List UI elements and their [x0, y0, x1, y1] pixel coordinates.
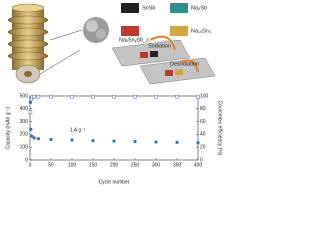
- y-tick-label: 0: [25, 157, 28, 163]
- ce-point: [70, 94, 74, 99]
- ce-point: [36, 94, 41, 99]
- y2-axis-label: Coulombic efficiency (%): [217, 101, 223, 156]
- capacity-point: [49, 137, 53, 142]
- capacity-point: [29, 127, 33, 131]
- ce-point: [175, 94, 179, 99]
- x-tick-label: 350: [173, 162, 182, 168]
- capacity-point: [133, 139, 137, 144]
- plot-frame: [29, 95, 199, 161]
- x-tick-label: 250: [131, 162, 140, 168]
- ce-point: [32, 94, 36, 99]
- y-axis-label: Capacity (mAh g⁻¹): [5, 106, 11, 149]
- graphical-abstract: SnSb Na₃Sb NaₓSnᵧSb_z Na₁₅Sn₄ Sodiation …: [5, 3, 223, 185]
- x-tick-label: 200: [110, 162, 119, 168]
- capacity-point: [70, 138, 74, 142]
- phase-legend: [121, 3, 188, 36]
- process-label: Sodiation: [148, 43, 171, 49]
- y-tick-label: 200: [20, 132, 29, 138]
- legend-label: SnSb: [142, 5, 155, 11]
- capacity-point: [28, 100, 33, 104]
- ce-point: [154, 94, 158, 99]
- capacity-point: [36, 137, 41, 141]
- x-tick-label: 400: [194, 162, 203, 168]
- ce-point: [91, 94, 95, 99]
- ce-point: [49, 94, 53, 99]
- y2-tick-label: 60: [200, 119, 206, 125]
- capacity-point: [154, 140, 158, 144]
- legend-label: Na₃Sb: [191, 5, 207, 11]
- x-tick-label: 100: [68, 162, 77, 168]
- x-tick-label: 50: [48, 162, 54, 168]
- y2-tick-label: 40: [200, 132, 206, 138]
- y-tick-label: 100: [20, 145, 29, 151]
- y-tick-label: 300: [20, 119, 29, 125]
- x-tick-label: 300: [152, 162, 161, 168]
- x-axis-label: Cycle number: [99, 179, 130, 185]
- capacity-point: [112, 139, 116, 143]
- y-tick-label: 500: [20, 93, 29, 99]
- capacity-point: [175, 140, 179, 144]
- y2-tick-label: 0: [200, 157, 203, 163]
- capacity-point: [32, 136, 36, 140]
- legend-label: NaₓSnᵧSb_z: [119, 37, 149, 43]
- electrode-sheets: [111, 35, 216, 85]
- ce-point: [28, 110, 33, 114]
- y-tick-label: 400: [20, 106, 29, 112]
- x-tick-label: 150: [89, 162, 98, 168]
- ce-point: [112, 94, 116, 99]
- process-label: Desodiation: [170, 61, 199, 67]
- y2-tick-label: 20: [200, 145, 206, 151]
- y2-tick-label: 80: [200, 106, 206, 112]
- ce-point: [196, 94, 200, 99]
- particle: [83, 17, 109, 43]
- y2-tick-label: 100: [200, 93, 209, 99]
- coin-stack: [7, 3, 83, 84]
- annotation: 1 A g⁻¹: [70, 127, 86, 133]
- ce-point: [133, 94, 137, 99]
- capacity-point: [91, 139, 95, 143]
- x-tick-label: 0: [29, 162, 32, 168]
- capacity-point: [196, 141, 200, 145]
- legend-label: Na₁₅Sn₄: [191, 28, 212, 34]
